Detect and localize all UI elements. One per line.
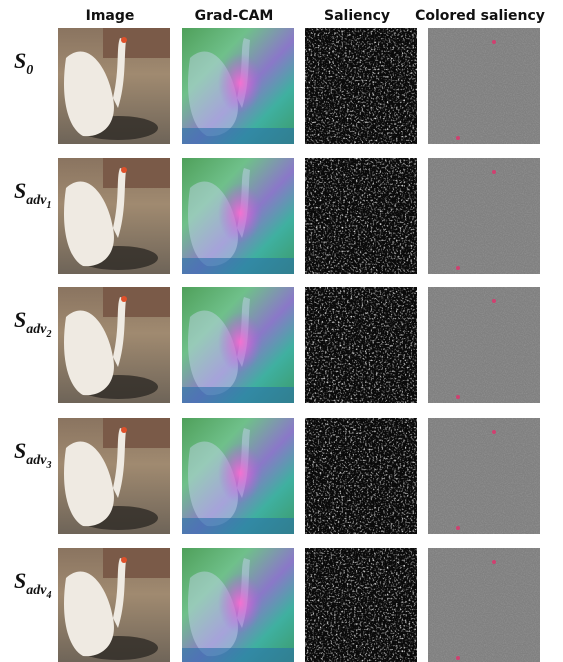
label-symbol: S [14, 178, 26, 203]
sal-specks [305, 418, 417, 534]
column-header: Colored saliency [415, 8, 545, 24]
cam-hotspot [218, 183, 262, 243]
csal-dot [492, 430, 496, 434]
csal-grain [428, 158, 540, 274]
figure: ImageGrad-CAMSaliencyColored saliencyS0S… [0, 0, 563, 662]
cam-hotspot [218, 573, 262, 633]
sal-specks [305, 158, 417, 274]
column-header: Saliency [324, 8, 390, 24]
gradcam-image [182, 548, 294, 662]
gradcam-image [182, 158, 294, 274]
label-index: 1 [46, 200, 51, 211]
csal-dot [492, 40, 496, 44]
column-header: Image [86, 8, 135, 24]
cam-band [182, 387, 294, 403]
photo-image [58, 28, 170, 144]
photo-beak [121, 37, 127, 43]
photo-wall [103, 548, 170, 578]
sal-specks [305, 28, 417, 144]
colored-saliency-image [428, 548, 540, 662]
csal-dot [456, 656, 460, 660]
photo-image [58, 418, 170, 534]
saliency-image [305, 418, 417, 534]
column-header: Grad-CAM [195, 8, 274, 24]
cam-band [182, 648, 294, 662]
saliency-image [305, 28, 417, 144]
cam-hotspot [218, 53, 262, 113]
colored-saliency-image [428, 418, 540, 534]
photo-image [58, 287, 170, 403]
csal-dot [492, 170, 496, 174]
row-label: Sadv1 [14, 178, 51, 211]
row-label: S0 [14, 48, 33, 78]
csal-grain [428, 418, 540, 534]
photo-beak [121, 557, 127, 563]
colored-saliency-image [428, 28, 540, 144]
label-subscript: 0 [26, 63, 33, 78]
cam-band [182, 518, 294, 534]
label-symbol: S [14, 438, 26, 463]
gradcam-image [182, 418, 294, 534]
photo-wall [103, 28, 170, 58]
row-label: Sadv2 [14, 307, 51, 340]
csal-grain [428, 28, 540, 144]
cam-band [182, 258, 294, 274]
photo-image [58, 158, 170, 274]
csal-dot [456, 266, 460, 270]
label-symbol: S [14, 307, 26, 332]
csal-grain [428, 287, 540, 403]
csal-dot [492, 560, 496, 564]
csal-dot [492, 299, 496, 303]
sal-specks [305, 287, 417, 403]
colored-saliency-image [428, 287, 540, 403]
photo-wall [103, 418, 170, 448]
row-label: Sadv4 [14, 568, 51, 601]
cam-hotspot [218, 443, 262, 503]
label-subscript: adv [26, 453, 47, 468]
sal-specks [305, 548, 417, 662]
cam-hotspot [218, 312, 262, 372]
photo-wall [103, 287, 170, 317]
photo-beak [121, 427, 127, 433]
gradcam-image [182, 287, 294, 403]
label-symbol: S [14, 48, 26, 73]
saliency-image [305, 548, 417, 662]
photo-beak [121, 296, 127, 302]
csal-dot [456, 136, 460, 140]
csal-grain [428, 548, 540, 662]
colored-saliency-image [428, 158, 540, 274]
photo-wall [103, 158, 170, 188]
label-subscript: adv [26, 322, 47, 337]
photo-beak [121, 167, 127, 173]
label-index: 2 [45, 329, 51, 340]
label-index: 4 [45, 590, 51, 601]
saliency-image [305, 287, 417, 403]
label-symbol: S [14, 568, 26, 593]
csal-dot [456, 526, 460, 530]
label-subscript: adv [26, 583, 47, 598]
photo-image [58, 548, 170, 662]
csal-dot [456, 395, 460, 399]
gradcam-image [182, 28, 294, 144]
saliency-image [305, 158, 417, 274]
label-index: 3 [45, 460, 51, 471]
cam-band [182, 128, 294, 144]
label-subscript: adv [26, 193, 47, 208]
row-label: Sadv3 [14, 438, 51, 471]
